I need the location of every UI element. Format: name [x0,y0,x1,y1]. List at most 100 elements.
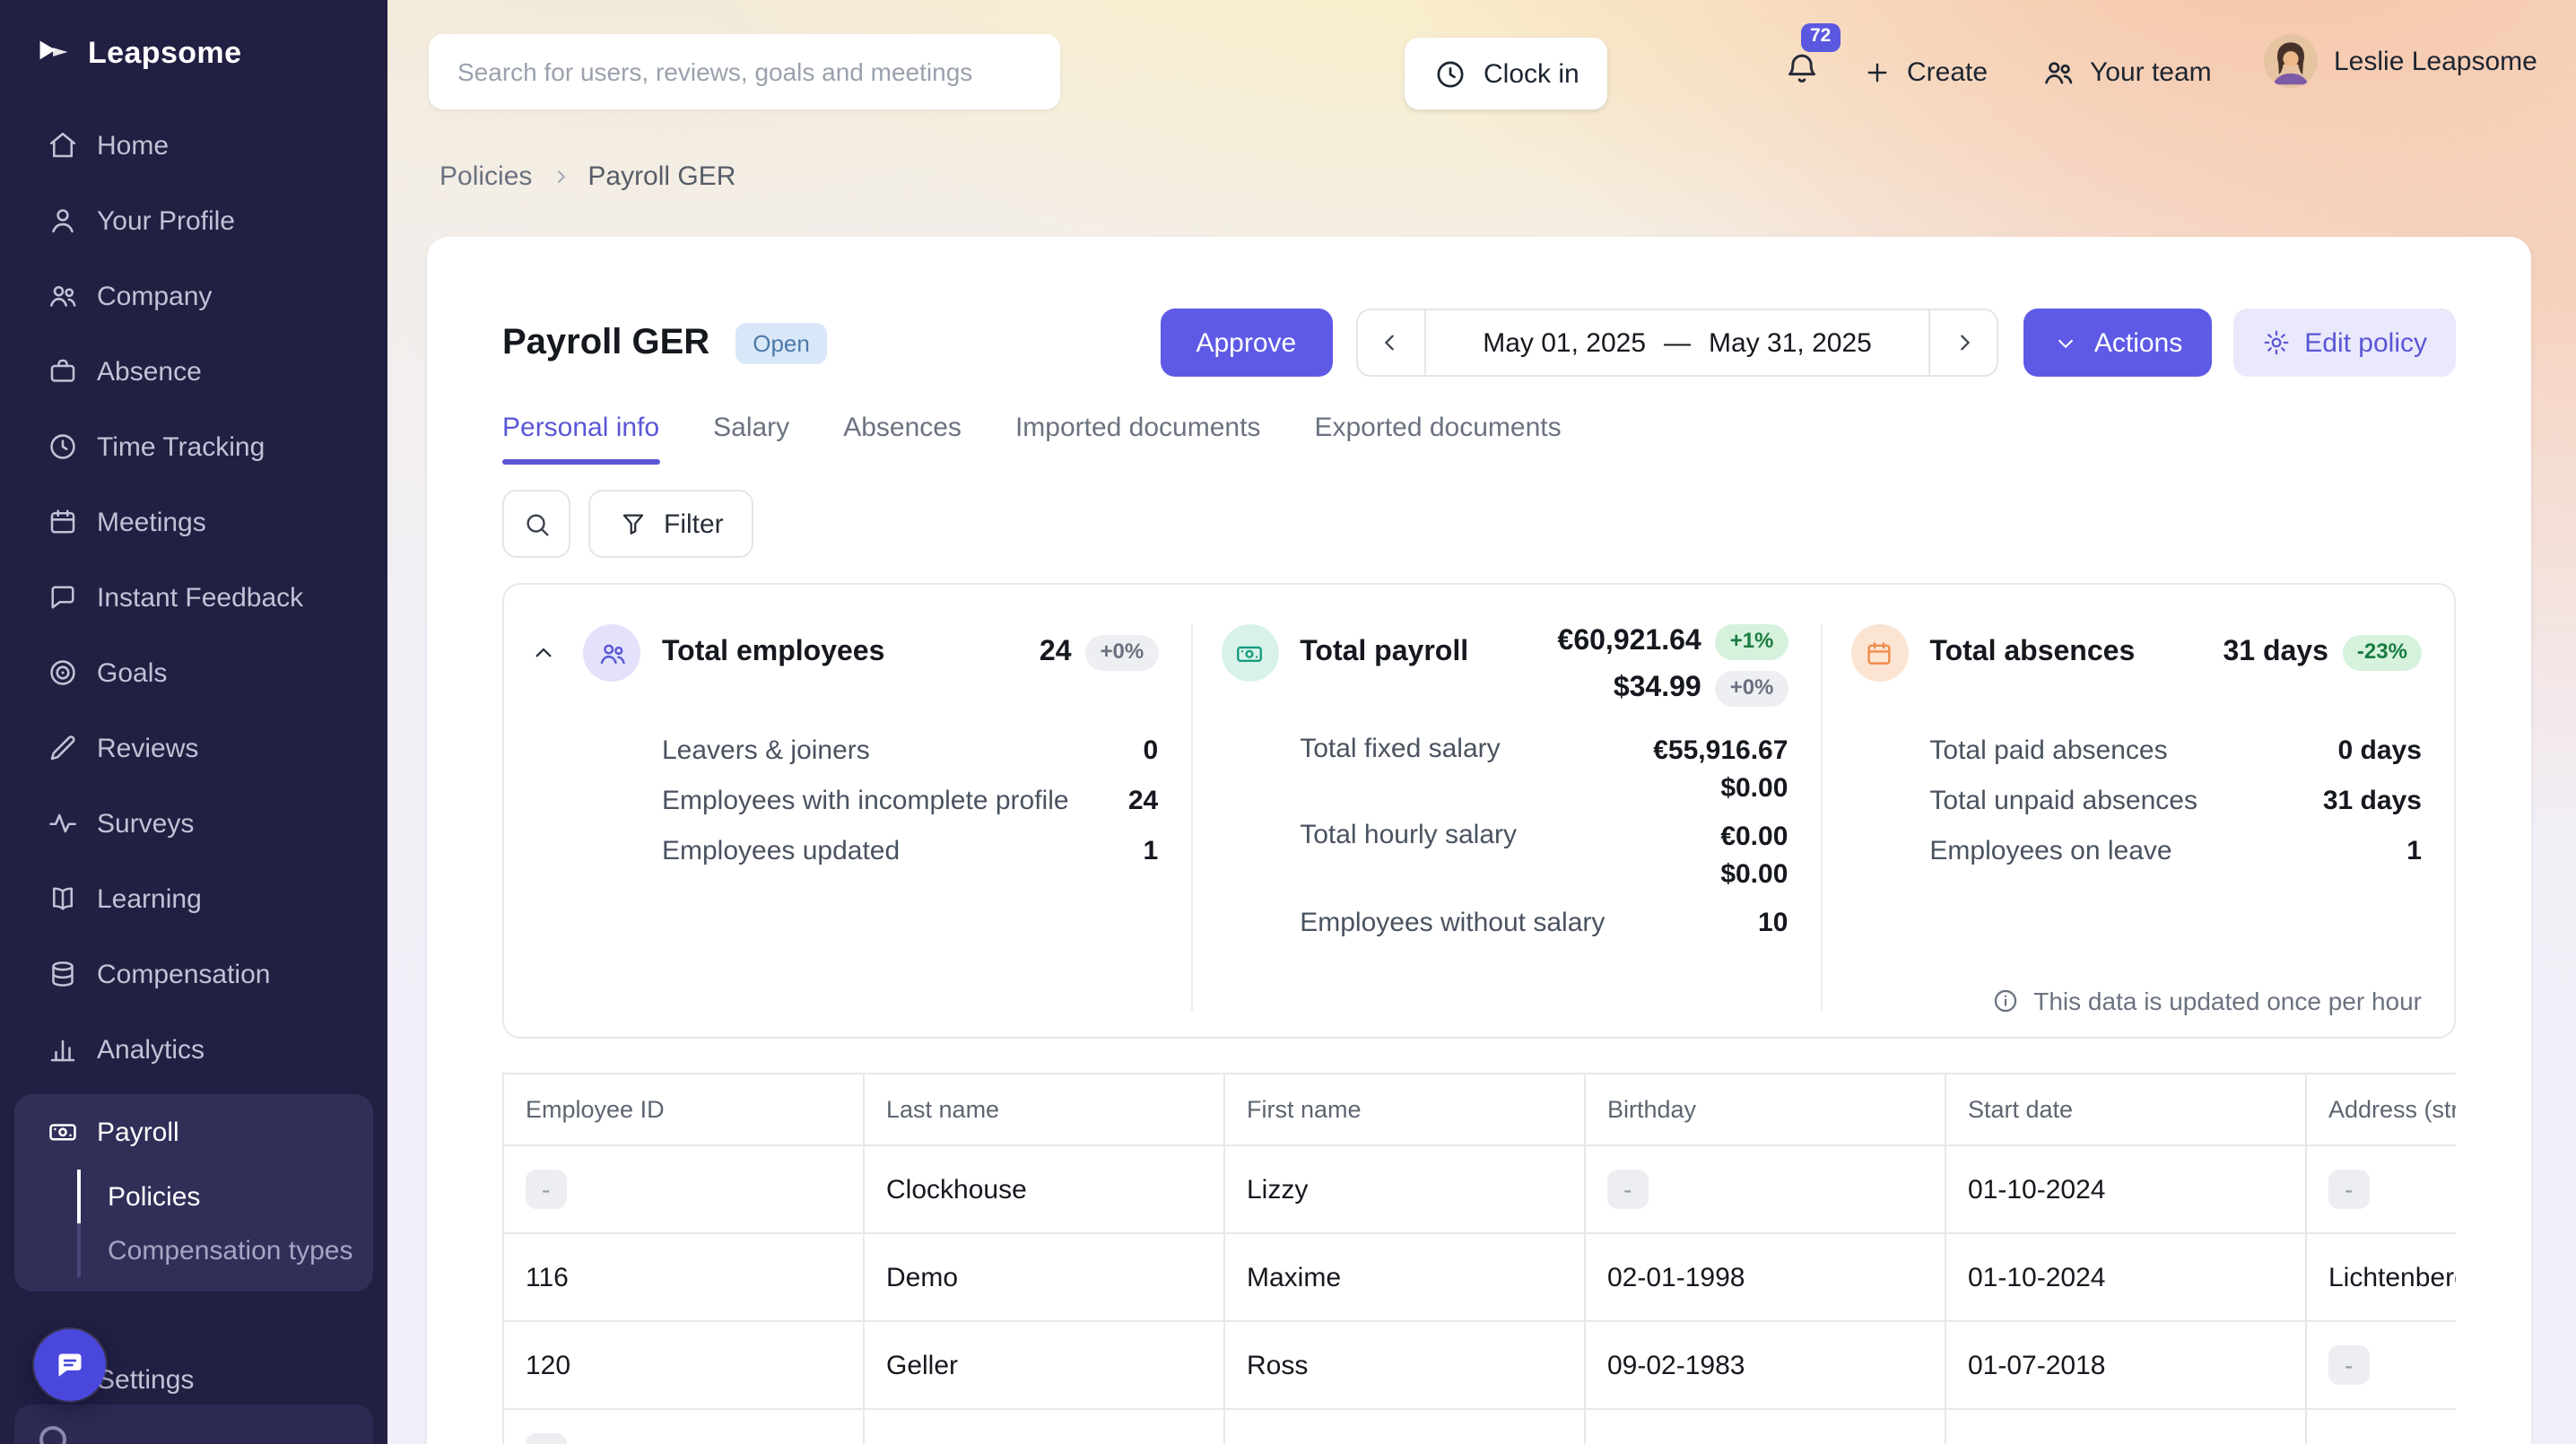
search-input[interactable] [429,34,1060,109]
employee-table: Employee ID Last name First name Birthda… [502,1073,2456,1444]
cell-first-name[interactable]: Maxime [1223,1232,1586,1322]
sidebar-item-label: Payroll [97,1117,179,1147]
stat-total-payroll: Total payroll €60,921.64 +1% $34.99 +0% [1190,624,1820,1012]
cell-address[interactable] [2305,1408,2456,1444]
sidebar-item-learning[interactable]: Learning [0,861,387,936]
delta-badge: +1% [1715,624,1788,660]
edit-policy-label: Edit policy [2304,327,2427,358]
sidebar-item-label: Meetings [97,507,206,537]
breadcrumb-policies[interactable]: Policies [439,161,533,192]
sidebar-item-goals[interactable]: Goals [0,635,387,710]
stat-total-absences: Total absences 31 days -23% Total paid a… [1820,624,2454,1012]
sidebar-item-instant-feedback[interactable]: Instant Feedback [0,560,387,635]
column-header-employee-id: Employee ID [502,1073,865,1146]
cell-birthday[interactable]: - [1584,1144,1946,1234]
cell-first-name[interactable]: Lizzy [1223,1144,1586,1234]
stat-total-employees: Total employees 24 +0% Leavers & joiners… [504,624,1190,1012]
cell-last-name[interactable]: Clockhouse [863,1144,1225,1234]
cell-employee-id[interactable]: 120 [502,1320,865,1410]
sidebar-item-absence[interactable]: Absence [0,334,387,409]
bar-chart-icon [47,1033,79,1066]
cell-last-name[interactable]: Demo [863,1232,1225,1322]
stat-row: Total fixed salary €55,916.67 $0.00 [1300,734,1788,804]
create-button[interactable]: Create [1862,36,1988,108]
sidebar-item-home[interactable]: Home [0,108,387,183]
create-label: Create [1907,57,1989,87]
sidebar-item-label: Instant Feedback [97,582,304,613]
cell-employee-id[interactable]: 116 [502,1232,865,1322]
tab-imported-documents[interactable]: Imported documents [1014,413,1261,443]
people-icon [47,280,79,312]
cell-address[interactable]: Lichtenberg [2305,1232,2456,1322]
cell-last-name[interactable]: Geller [863,1320,1225,1410]
cell-start-date[interactable] [1945,1408,2307,1444]
chat-widget-button[interactable] [34,1329,106,1401]
stat-row: Employees without salary 10 [1300,907,1788,937]
sidebar-item-company[interactable]: Company [0,258,387,334]
cell-birthday[interactable]: 09-02-1983 [1584,1320,1946,1410]
brand-name: Leapsome [88,36,242,70]
approve-button[interactable]: Approve [1160,309,1333,377]
cell-first-name[interactable] [1223,1408,1586,1444]
filter-button[interactable]: Filter [588,490,754,558]
tab-absences[interactable]: Absences [843,413,962,443]
delta-badge: -23% [2342,635,2422,671]
cell-start-date[interactable]: 01-10-2024 [1945,1144,2307,1234]
sidebar-item-analytics[interactable]: Analytics [0,1012,387,1087]
user-avatar [2264,34,2318,88]
cell-birthday[interactable] [1584,1408,1946,1444]
pulse-icon [47,807,79,839]
cell-employee-id[interactable]: - [502,1408,865,1444]
cell-first-name[interactable]: Ross [1223,1320,1586,1410]
sidebar-group-payroll: Payroll Policies Compensation types [14,1094,373,1292]
cell-address[interactable]: - [2305,1144,2456,1234]
sidebar-subitem-compensation-types[interactable]: Compensation types [81,1223,373,1277]
sidebar-item-reviews[interactable]: Reviews [0,710,387,786]
table-search-button[interactable] [502,490,570,558]
user-menu[interactable]: Leslie Leapsome [2264,34,2537,88]
collapse-stats-button[interactable] [526,624,561,682]
sidebar-item-compensation[interactable]: Compensation [0,936,387,1012]
stat-title: Total employees [662,637,885,667]
cell-start-date[interactable]: 01-07-2018 [1945,1320,2307,1410]
your-team-button[interactable]: Your team [2041,36,2212,108]
sidebar-item-payroll[interactable]: Payroll [14,1094,373,1170]
edit-policy-button[interactable]: Edit policy [2232,309,2456,377]
stat-title: Total absences [1929,637,2136,667]
clock-in-button[interactable]: Clock in [1405,38,1608,109]
employees-icon [583,624,640,682]
cell-start-date[interactable]: 01-10-2024 [1945,1232,2307,1322]
cell-employee-id[interactable]: - [502,1144,865,1234]
funnel-icon [619,509,648,538]
tab-personal-info[interactable]: Personal info [502,413,659,465]
sidebar-item-surveys[interactable]: Surveys [0,786,387,861]
person-icon [47,204,79,237]
sidebar-subitem-policies[interactable]: Policies [81,1170,373,1223]
sidebar-bottom-group[interactable] [14,1405,373,1444]
calendar-icon [47,506,79,538]
cell-last-name[interactable] [863,1408,1225,1444]
help-icon [39,1425,66,1444]
column-header-last-name: Last name [863,1073,1225,1146]
tab-salary[interactable]: Salary [713,413,790,443]
brand-logo-row[interactable]: Leapsome [0,0,387,93]
cell-birthday[interactable]: 02-01-1998 [1584,1232,1946,1322]
actions-button[interactable]: Actions [2023,309,2212,377]
previous-period-button[interactable] [1357,310,1426,375]
active-indicator [77,1170,81,1223]
tab-exported-documents[interactable]: Exported documents [1314,413,1562,443]
sidebar-item-meetings[interactable]: Meetings [0,484,387,560]
sidebar-item-time-tracking[interactable]: Time Tracking [0,409,387,484]
sidebar-item-label: Company [97,281,213,311]
sidebar-item-your-profile[interactable]: Your Profile [0,183,387,258]
notifications-button[interactable]: 72 [1780,23,1855,106]
cell-address[interactable]: - [2305,1320,2456,1410]
plus-icon [1862,57,1893,87]
employee-table-wrap: Employee ID Last name First name Birthda… [502,1073,2456,1444]
date-range-label[interactable]: May 01, 2025 — May 31, 2025 [1425,310,1929,375]
table-header-row: Employee ID Last name First name Birthda… [502,1073,2456,1146]
table-row: 120 Geller Ross 09-02-1983 01-07-2018 - [502,1320,2456,1410]
sidebar-item-label: Surveys [97,808,195,839]
breadcrumb: Policies Payroll GER [439,161,735,192]
next-period-button[interactable] [1928,310,1997,375]
